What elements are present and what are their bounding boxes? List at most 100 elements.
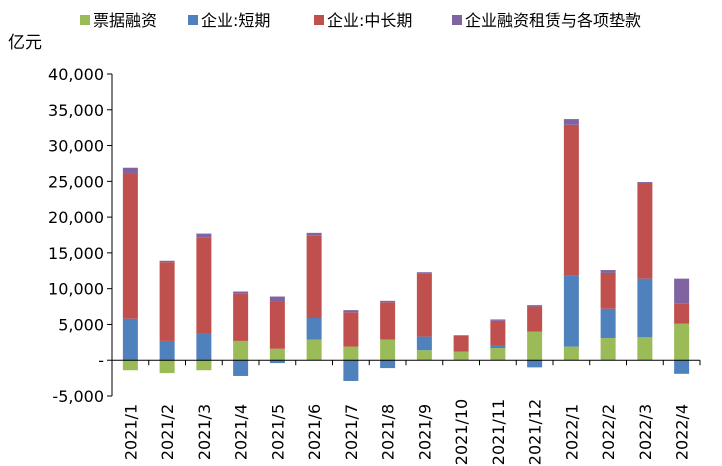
bar-segment-long bbox=[343, 312, 359, 347]
x-tick-label: 2022/4 bbox=[673, 404, 692, 460]
x-tick-label: 2021/8 bbox=[379, 404, 398, 460]
bar-stack-2021-10 bbox=[453, 335, 469, 361]
bar-segment-bill bbox=[674, 323, 690, 361]
bar-segment-short bbox=[637, 278, 653, 338]
bar-segment-lease bbox=[527, 305, 543, 307]
bar-segment-short bbox=[527, 360, 543, 368]
bar-segment-bill bbox=[453, 351, 469, 361]
bar-segment-short bbox=[600, 308, 616, 339]
bar-segment-bill bbox=[196, 360, 212, 371]
bar-segment-long bbox=[416, 273, 432, 337]
y-tick-label: 20,000 bbox=[48, 208, 104, 227]
bar-segment-short bbox=[490, 345, 506, 349]
bar-segment-lease bbox=[416, 272, 432, 274]
bar-segment-bill bbox=[380, 339, 396, 361]
bar-segment-lease bbox=[233, 291, 249, 294]
bar-segment-short bbox=[196, 333, 212, 361]
bar-segment-short bbox=[674, 360, 690, 374]
legend-item: 企业:短期 bbox=[188, 11, 270, 30]
bar-stack-2021-11 bbox=[490, 319, 506, 361]
bar-segment-lease bbox=[563, 119, 579, 125]
y-tick-label: 35,000 bbox=[48, 101, 104, 120]
x-tick-label: 2021/10 bbox=[452, 399, 471, 465]
bar-segment-bill bbox=[637, 337, 653, 361]
bar-segment-lease bbox=[600, 270, 616, 273]
legend-label: 企业融资租赁与各项垫款 bbox=[465, 11, 641, 30]
bar-segment-long bbox=[563, 124, 579, 276]
bar-segment-lease bbox=[674, 278, 690, 304]
bar-stack-2022-4 bbox=[674, 278, 690, 374]
bar-segment-short bbox=[269, 360, 285, 364]
bar-stack-2021-4 bbox=[233, 291, 249, 376]
bar-segment-long bbox=[600, 272, 616, 309]
bar-segment-lease bbox=[196, 233, 212, 238]
bar-stack-2021-12 bbox=[527, 305, 543, 368]
bar-stack-2022-3 bbox=[637, 182, 653, 361]
bar-stack-2021-9 bbox=[416, 272, 432, 361]
bar-segment-short bbox=[233, 360, 249, 376]
bar-segment-long bbox=[159, 262, 175, 341]
y-tick-label: -5,000 bbox=[52, 387, 104, 406]
legend-label: 票据融资 bbox=[93, 11, 157, 30]
legend-item: 企业:中长期 bbox=[314, 11, 412, 30]
bar-segment-bill bbox=[233, 340, 249, 361]
bar-segment-lease bbox=[122, 167, 138, 174]
bar-segment-lease bbox=[343, 310, 359, 313]
y-tick-label: 25,000 bbox=[48, 172, 104, 191]
bar-stack-2021-2 bbox=[159, 260, 175, 374]
bar-stack-2021-8 bbox=[380, 300, 396, 369]
bar-segment-long bbox=[674, 303, 690, 324]
bar-segment-lease bbox=[453, 335, 469, 336]
bar-stack-2021-1 bbox=[122, 167, 138, 371]
x-tick-label: 2022/3 bbox=[636, 404, 655, 460]
x-tick-label: 2021/1 bbox=[121, 404, 140, 460]
bar-segment-short bbox=[122, 318, 138, 361]
x-axis: 2021/1 2021/2 2021/3 2021/4 2021/5 2021/6 2021… bbox=[112, 359, 701, 465]
bar-segment-bill bbox=[306, 339, 322, 361]
x-tick-label: 2021/11 bbox=[489, 399, 508, 465]
bar-segment-long bbox=[490, 320, 506, 346]
bar-segment-bill bbox=[343, 346, 359, 361]
bar-segment-lease bbox=[159, 260, 175, 263]
bar-segment-long bbox=[527, 306, 543, 332]
x-tick-label: 2021/6 bbox=[305, 404, 324, 460]
bar-segment-long bbox=[196, 237, 212, 334]
legend: 票据融资 企业:短期 企业:中长期 企业融资租赁与各项垫款 bbox=[80, 11, 641, 30]
x-tick-label: 2021/5 bbox=[268, 404, 287, 460]
bar-segment-long bbox=[269, 301, 285, 349]
bar-segment-bill bbox=[563, 346, 579, 361]
bar-segment-bill bbox=[490, 348, 506, 361]
x-tick-label: 2022/2 bbox=[599, 404, 618, 460]
x-tick-label: 2021/12 bbox=[526, 399, 545, 465]
bar-segment-long bbox=[637, 183, 653, 279]
bar-segment-bill bbox=[600, 338, 616, 361]
y-tick-label: 5,000 bbox=[58, 315, 104, 334]
bar-segment-bill bbox=[159, 360, 175, 374]
y-tick-label: 15,000 bbox=[48, 244, 104, 263]
bar-segment-long bbox=[233, 293, 249, 341]
bar-segment-long bbox=[380, 302, 396, 340]
bar-segment-short bbox=[380, 360, 396, 369]
bar-stack-2021-6 bbox=[306, 232, 322, 361]
bar-segment-bill bbox=[416, 350, 432, 361]
legend-swatch bbox=[314, 15, 324, 25]
bar-segment-bill bbox=[122, 360, 138, 371]
bars bbox=[122, 119, 690, 381]
bar-stack-2021-5 bbox=[269, 296, 285, 364]
legend-label: 企业:中长期 bbox=[327, 11, 412, 30]
x-tick-label: 2021/3 bbox=[195, 404, 214, 460]
bar-segment-long bbox=[306, 235, 322, 319]
bar-stack-2021-7 bbox=[343, 310, 359, 381]
legend-swatch bbox=[188, 15, 198, 25]
y-tick-label: 40,000 bbox=[48, 65, 104, 84]
bar-stack-2021-3 bbox=[196, 233, 212, 371]
bar-segment-short bbox=[306, 318, 322, 340]
x-tick-label: 2022/1 bbox=[562, 404, 581, 460]
legend-swatch bbox=[80, 15, 90, 25]
bar-segment-long bbox=[453, 335, 469, 352]
bar-segment-lease bbox=[490, 319, 506, 321]
legend-swatch bbox=[452, 15, 462, 25]
bar-segment-bill bbox=[527, 331, 543, 361]
bar-segment-short bbox=[159, 340, 175, 361]
